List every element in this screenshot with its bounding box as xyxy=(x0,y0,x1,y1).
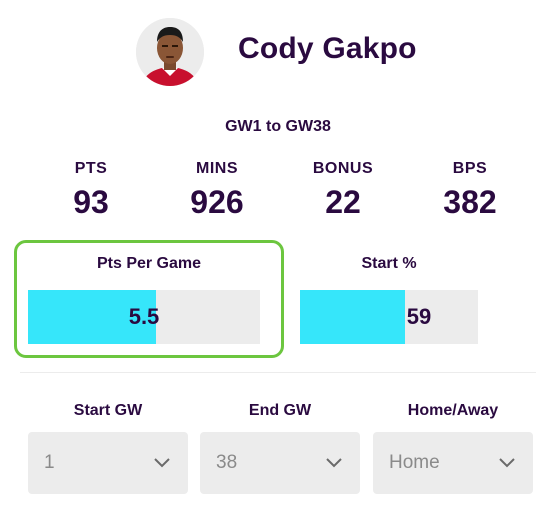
stat-mins: MINS 926 xyxy=(157,160,277,221)
player-header: Cody Gakpo xyxy=(0,14,556,90)
player-name: Cody Gakpo xyxy=(238,32,417,65)
stats-row: PTS 93 MINS 926 BONUS 22 BPS 382 xyxy=(0,160,556,224)
pts-per-game-card[interactable]: Pts Per Game 5.5 xyxy=(14,240,284,358)
home-away-value: Home xyxy=(389,452,440,473)
pts-per-game-value: 5.5 xyxy=(128,304,160,329)
player-avatar-icon xyxy=(136,18,204,86)
start-pct-bar-fill xyxy=(300,290,406,344)
end-gw-label: End GW xyxy=(248,402,312,419)
stat-pts: PTS 93 xyxy=(31,160,151,221)
end-gw-value: 38 xyxy=(216,452,238,473)
start-gw-label: Start GW xyxy=(73,402,143,419)
stat-bonus: BONUS 22 xyxy=(283,160,403,221)
end-gw-select[interactable]: 38 xyxy=(200,432,360,494)
stat-bps: BPS 382 xyxy=(410,160,530,221)
start-pct-card[interactable]: Start % 59 xyxy=(300,240,478,358)
start-gw-value: 1 xyxy=(44,452,55,473)
section-divider xyxy=(20,372,536,373)
pts-per-game-bar-fill xyxy=(28,290,156,344)
stat-label: PTS xyxy=(74,160,108,177)
pts-per-game-bar: 5.5 xyxy=(28,290,260,344)
chevron-down-icon xyxy=(326,458,342,468)
end-gw-filter: End GW 38 xyxy=(200,402,360,498)
stat-value: 926 xyxy=(190,184,244,220)
start-gw-select[interactable]: 1 xyxy=(28,432,188,494)
stat-value: 22 xyxy=(325,184,361,220)
stat-label: MINS xyxy=(196,160,238,177)
stat-value: 93 xyxy=(73,184,109,220)
player-avatar xyxy=(136,18,204,86)
start-pct-title: Start % xyxy=(361,255,417,272)
start-pct-bar: 59 xyxy=(300,290,478,344)
stat-value: 382 xyxy=(443,184,497,220)
stat-label: BONUS xyxy=(312,160,374,177)
chevron-down-icon xyxy=(154,458,170,468)
home-away-select[interactable]: Home xyxy=(373,432,533,494)
chevron-down-icon xyxy=(499,458,515,468)
home-away-filter: Home/Away Home xyxy=(373,402,533,498)
gameweek-range-label: GW1 to GW38 xyxy=(225,118,331,135)
start-pct-value: 59 xyxy=(406,304,432,329)
home-away-label: Home/Away xyxy=(407,402,499,419)
pts-per-game-title: Pts Per Game xyxy=(96,255,202,272)
start-gw-filter: Start GW 1 xyxy=(28,402,188,498)
stat-label: BPS xyxy=(452,160,488,177)
